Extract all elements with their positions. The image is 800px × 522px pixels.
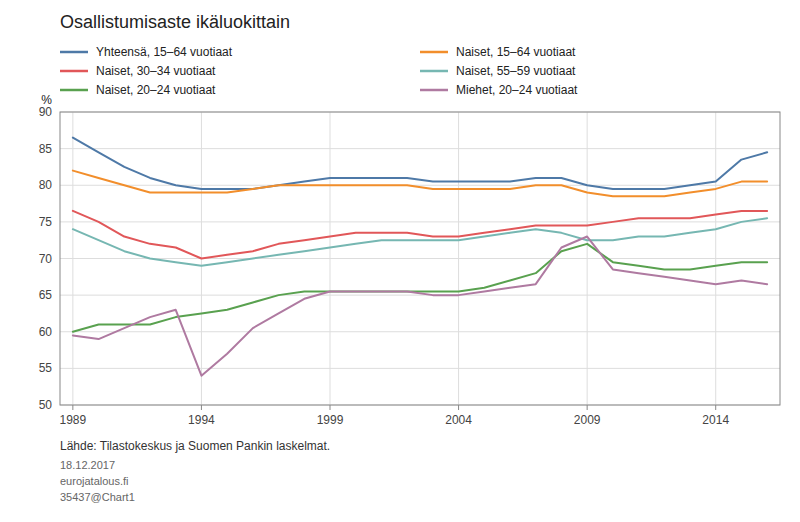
x-tick [201,405,202,410]
axes: 50 55 60 65 70 75 80 85 90 1989 1994 1999 2004 2009 20… [39,105,780,427]
series-line [73,138,767,189]
legend-label: Naiset, 15–64 vuotiaat [456,45,576,59]
x-tick-label: 1994 [188,413,215,427]
source-note: Lähde: Tilastokeskus ja Suomen Pankin la… [60,439,330,453]
series-line [73,218,767,266]
annotations: Lähde: Tilastokeskus ja Suomen Pankin la… [60,439,330,503]
legend-swatch [420,89,448,92]
legend-swatch [60,70,88,73]
x-grid-line [715,112,716,405]
plot-frame [60,112,780,405]
x-tick-label: 1989 [60,413,87,427]
series-line [73,211,767,259]
x-tick-label: 2004 [445,413,472,427]
legend-swatch [420,70,448,73]
legend-swatch [420,51,448,54]
series-line [73,171,767,197]
chart: Osallistumisaste ikäluokittain Yhteensä, … [0,0,800,522]
legend-swatch [60,51,88,54]
legend-label: Naiset, 20–24 vuotiaat [96,83,216,97]
y-tick-label: 85 [39,142,53,156]
x-tick-label: 2009 [574,413,601,427]
footer-note: eurojatalous.fi [60,475,129,487]
x-tick [458,405,459,410]
x-grid-line [330,112,331,405]
x-tick [715,405,716,410]
y-grid-line [60,185,780,186]
title: Osallistumisaste ikäluokittain [60,12,290,32]
x-tick-label: 1999 [317,413,344,427]
legend-swatch [60,89,88,92]
plot-area [73,138,767,376]
y-tick-label: 75 [39,215,53,229]
y-grid-line [60,331,780,332]
y-grid-line [60,221,780,222]
series-line [73,237,767,376]
y-tick-label: 80 [39,178,53,192]
legend-label: Yhteensä, 15–64 vuotiaat [96,45,233,59]
y-tick-label: 50 [39,398,53,412]
grid [60,112,780,405]
series-line [73,244,767,332]
x-tick [587,405,588,410]
x-grid-line [458,112,459,405]
y-tick-label: 60 [39,325,53,339]
y-tick-label: 55 [39,361,53,375]
legend: Yhteensä, 15–64 vuotiaat Naiset, 15–64 vu… [60,45,578,97]
y-grid-line [60,258,780,259]
y-grid-line [60,148,780,149]
x-tick [72,405,73,410]
y-grid-line [60,295,780,296]
x-tick [330,405,331,410]
legend-label: Naiset, 55–59 vuotiaat [456,64,576,78]
y-tick-label: 65 [39,288,53,302]
y-tick-label: 90 [39,105,53,119]
y-tick-label: 70 [39,252,53,266]
x-grid-line [587,112,588,405]
x-grid-line [72,112,73,405]
footer-note: 18.12.2017 [60,459,115,471]
footer-note: 35437@Chart1 [60,491,135,503]
x-tick-label: 2014 [702,413,729,427]
y-grid-line [60,368,780,369]
legend-label: Naiset, 30–34 vuotiaat [96,64,216,78]
legend-label: Miehet, 20–24 vuotiaat [456,83,578,97]
